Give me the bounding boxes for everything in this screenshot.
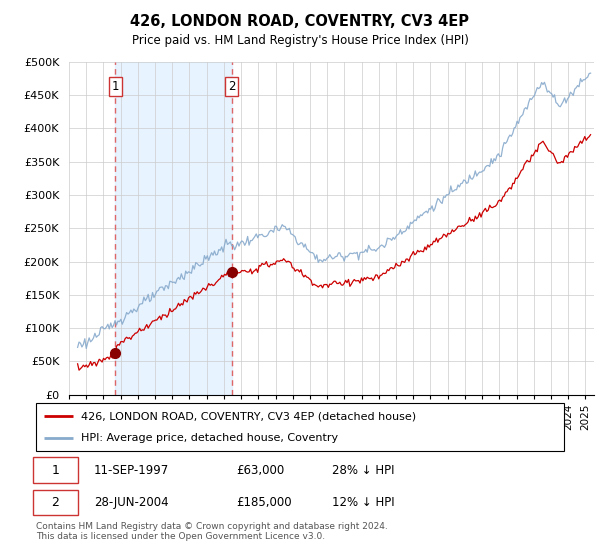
Text: 426, LONDON ROAD, COVENTRY, CV3 4EP: 426, LONDON ROAD, COVENTRY, CV3 4EP xyxy=(131,14,470,29)
FancyBboxPatch shape xyxy=(36,403,564,451)
Text: 28% ↓ HPI: 28% ↓ HPI xyxy=(332,464,394,477)
Text: 11-SEP-1997: 11-SEP-1997 xyxy=(94,464,169,477)
Text: 426, LONDON ROAD, COVENTRY, CV3 4EP (detached house): 426, LONDON ROAD, COVENTRY, CV3 4EP (det… xyxy=(81,411,416,421)
Text: 1: 1 xyxy=(112,81,119,94)
Text: 1: 1 xyxy=(52,464,59,477)
Text: 28-JUN-2004: 28-JUN-2004 xyxy=(94,496,169,509)
Text: £185,000: £185,000 xyxy=(236,496,292,509)
Bar xyxy=(115,62,232,395)
Text: HPI: Average price, detached house, Coventry: HPI: Average price, detached house, Cove… xyxy=(81,433,338,443)
Text: 12% ↓ HPI: 12% ↓ HPI xyxy=(332,496,394,509)
FancyBboxPatch shape xyxy=(34,489,78,515)
Text: Contains HM Land Registry data © Crown copyright and database right 2024.
This d: Contains HM Land Registry data © Crown c… xyxy=(36,522,388,542)
Text: 2: 2 xyxy=(228,81,235,94)
FancyBboxPatch shape xyxy=(34,458,78,483)
Text: Price paid vs. HM Land Registry's House Price Index (HPI): Price paid vs. HM Land Registry's House … xyxy=(131,34,469,46)
Text: £63,000: £63,000 xyxy=(236,464,285,477)
Text: 2: 2 xyxy=(52,496,59,509)
